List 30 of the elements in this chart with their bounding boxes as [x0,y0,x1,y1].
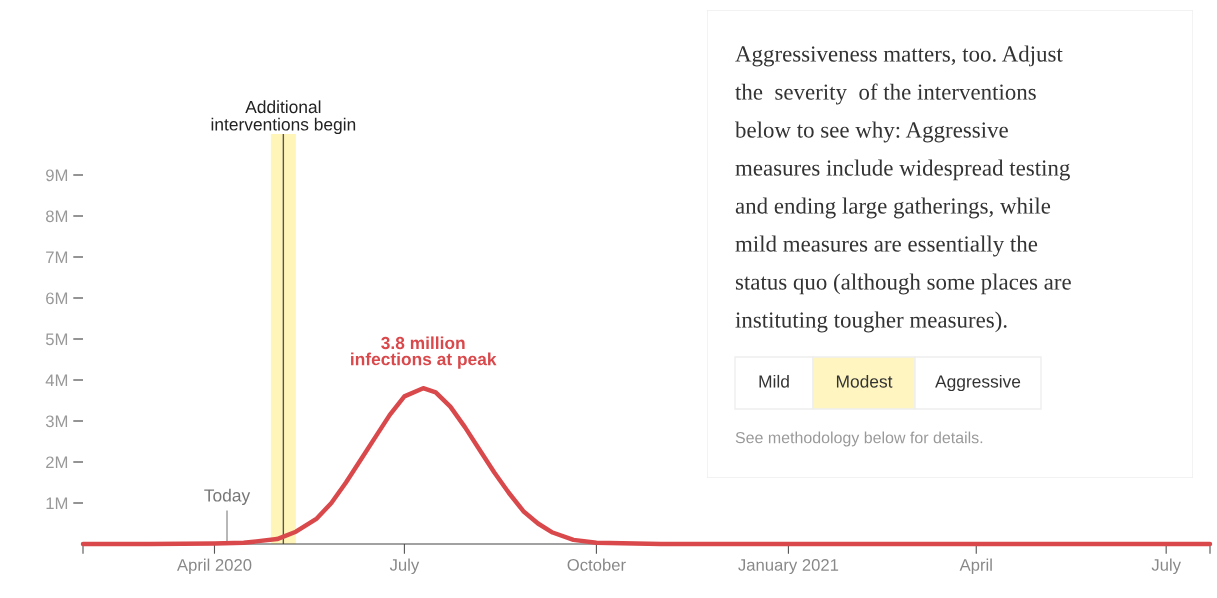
annotation: See methodology below for details. [735,431,983,447]
y-tick-label: 1M [46,497,68,510]
y-tick-label: 3M [45,415,68,428]
category-label: Aggressive [935,374,1021,392]
annotation: measures include widespread testing [735,159,1070,181]
category-label: Mild [759,374,789,388]
x-tick-label: October [567,558,626,571]
annotation: instituting tougher measures). [735,311,1007,333]
y-tick-label: 4M [45,374,68,387]
annotation: 3.8 million infections at peak [351,336,497,369]
ref-line-label: Today [204,488,251,506]
y-tick-label: 6M [46,292,68,305]
annotation: and ending large gatherings, while [735,197,1051,219]
y-tick-label: 8M [45,210,68,223]
annotation: mild measures are essentially the [735,235,1038,257]
y-tick-label: 9M [46,169,68,182]
y-tick-label: 2M [46,456,68,469]
x-tick-label: July [389,558,420,575]
annotation: below to see why: Aggressive [735,121,1008,143]
x-tick-label: January 2021 [738,559,839,575]
annotation: status quo (although some places are [735,273,1071,295]
y-tick-label: 5M [45,333,68,346]
x-tick-label: April [959,558,992,575]
text: Aggressiveness matters, too. Adjust [735,45,1063,67]
band-label: Additional interventions begin [211,100,356,134]
x-tick-label: April 2020 [177,558,252,575]
y-tick-label: 7M [46,251,68,264]
x-tick-label: July [1151,558,1181,575]
text: the severity of the interventions [735,83,1036,105]
category-label: Modest [836,374,893,388]
